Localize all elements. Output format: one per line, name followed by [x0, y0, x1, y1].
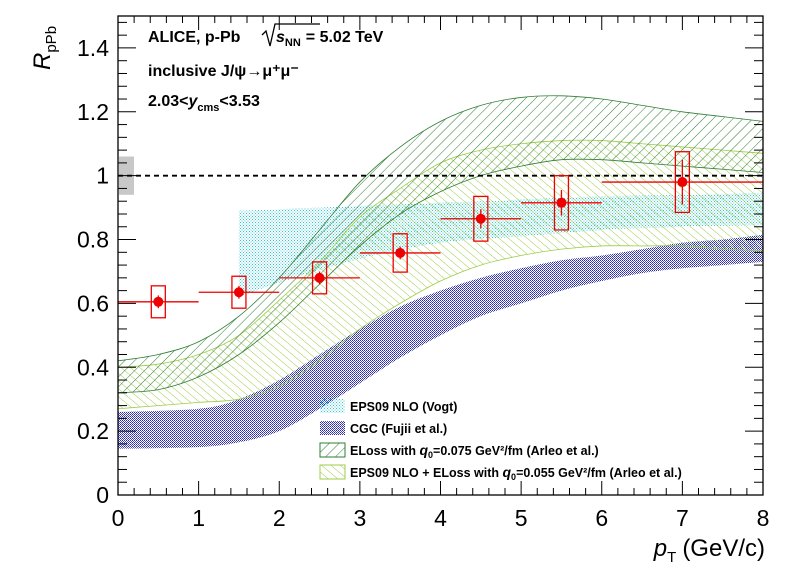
svg-text:EPS09 NLO (Vogt): EPS09 NLO (Vogt): [350, 400, 457, 414]
data-point: [359, 233, 441, 273]
band-cgc: [118, 234, 763, 449]
annotation-block: ALICE, p-Pb sNN = 5.02 TeV inclusive J/ψ→…: [148, 23, 384, 114]
svg-text:EPS09 NLO + ELoss with q0=0.05: EPS09 NLO + ELoss with q0=0.055 GeV²/fm …: [350, 464, 682, 482]
data-points: [118, 151, 763, 319]
annotation-energy: sNN = 5.02 TeV: [261, 23, 384, 49]
point-marker: [233, 287, 244, 298]
legend-entry-eps09-eloss: EPS09 NLO + ELoss with q0=0.055 GeV²/fm …: [319, 464, 682, 482]
legend-swatch-eps09: [320, 399, 345, 413]
data-point: [279, 261, 360, 295]
axis-ticks: [117, 16, 764, 496]
band-eloss: [118, 95, 763, 394]
legend-swatch-eps09-eloss: [319, 464, 346, 480]
x-tick-label: 1: [192, 505, 205, 531]
y-tick-label: 0.2: [77, 418, 109, 444]
svg-text:ELoss with q0=0.075 GeV²/fm (A: ELoss with q0=0.075 GeV²/fm (Arleo et al…: [350, 442, 599, 460]
sqrt-sign-icon: [261, 23, 320, 47]
y-tick-label: 0.4: [77, 354, 109, 380]
y-tick-label: 1.2: [77, 99, 109, 125]
x-axis-title: pT (GeV/c): [653, 535, 765, 566]
svg-text:CGC (Fujii et al.): CGC (Fujii et al.): [350, 422, 447, 436]
point-marker: [677, 177, 688, 188]
legend-swatch-eloss: [319, 442, 346, 458]
x-tick-label: 4: [434, 505, 447, 531]
x-tick-label: 7: [676, 505, 689, 531]
data-point: [601, 151, 763, 214]
y-tick-label: 0: [96, 482, 109, 508]
y-tick-label: 1: [96, 163, 109, 189]
x-tick-label: 3: [353, 505, 366, 531]
legend-entry-eloss: ELoss with q0=0.075 GeV²/fm (Arleo et al…: [319, 442, 599, 460]
theory-bands: [118, 95, 763, 449]
annotation-rapidity: 2.03<ycms<3.53: [148, 93, 260, 114]
data-point: [521, 175, 602, 231]
y-tick-label: 0.8: [77, 227, 109, 253]
x-tick-label: 0: [112, 505, 125, 531]
legend-entry-eps09: EPS09 NLO (Vogt): [320, 399, 457, 414]
x-tick-label: 6: [595, 505, 608, 531]
y-axis-title: RpPb: [29, 26, 60, 70]
svg-text:sNN= 5.02 TeV: sNN = 5.02 TeV: [276, 29, 384, 49]
y-tick-label: 1.4: [77, 35, 109, 61]
x-tick-label: 8: [757, 505, 770, 531]
legend: EPS09 NLO (Vogt) CGC (Fujii et al.) ELos…: [319, 399, 682, 482]
data-point: [198, 275, 280, 309]
y-tick-label: 0.6: [77, 290, 109, 316]
annotation-experiment: ALICE, p-Pb: [148, 29, 241, 46]
annotation-channel: inclusive J/ψ→μ⁺μ⁻: [148, 63, 299, 80]
point-marker: [475, 213, 486, 224]
point-marker: [153, 296, 164, 307]
x-tick-label: 2: [273, 505, 286, 531]
legend-swatch-cgc: [320, 421, 345, 435]
point-marker: [556, 197, 567, 208]
point-marker: [314, 272, 325, 283]
data-point: [118, 285, 199, 319]
legend-entry-cgc: CGC (Fujii et al.): [320, 421, 447, 436]
data-point: [440, 195, 522, 242]
y-tick-labels: 0 0.2 0.4 0.6 0.8 1 1.2 1.4: [77, 35, 109, 508]
x-tick-labels: 0 1 2 3 4 5 6 7 8: [112, 505, 770, 531]
point-marker: [395, 247, 406, 258]
x-tick-label: 5: [515, 505, 528, 531]
